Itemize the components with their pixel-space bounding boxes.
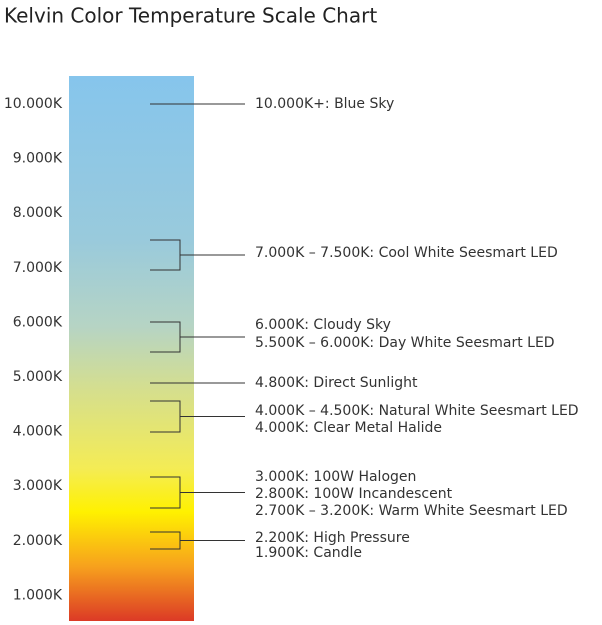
annotation-label: 3.000K: 100W Halogen — [255, 469, 416, 485]
scale-label: 1.000K — [13, 587, 63, 603]
scale-label: 9.000K — [13, 151, 63, 167]
title: Kelvin Color Temperature Scale Chart — [4, 4, 377, 28]
annotation-label: 1.900K: Candle — [255, 545, 362, 561]
annotation-label: 2.200K: High Pressure — [255, 530, 410, 546]
scale-label: 10.000K — [4, 96, 63, 112]
annotation-label: 2.700K – 3.200K: Warm White Seesmart LED — [255, 503, 568, 519]
annotation-label: 5.500K – 6.000K: Day White Seesmart LED — [255, 335, 555, 351]
annotation-label: 4.000K: Clear Metal Halide — [255, 420, 442, 436]
annotation-label: 6.000K: Cloudy Sky — [255, 317, 391, 333]
scale-label: 8.000K — [13, 205, 63, 221]
annotation-label: 7.000K – 7.500K: Cool White Seesmart LED — [255, 245, 558, 261]
annotation-label: 4.000K – 4.500K: Natural White Seesmart … — [255, 403, 579, 419]
annotation-label: 10.000K+: Blue Sky — [255, 96, 394, 112]
scale-label: 5.000K — [13, 369, 63, 385]
color-scale-bar — [69, 76, 194, 621]
scale-label: 4.000K — [13, 424, 63, 440]
scale-label: 2.000K — [13, 533, 63, 549]
scale-label: 6.000K — [13, 314, 63, 330]
scale-label: 3.000K — [13, 478, 63, 494]
scale-label: 7.000K — [13, 260, 63, 276]
annotation-label: 2.800K: 100W Incandescent — [255, 486, 453, 502]
annotation-label: 4.800K: Direct Sunlight — [255, 375, 418, 391]
